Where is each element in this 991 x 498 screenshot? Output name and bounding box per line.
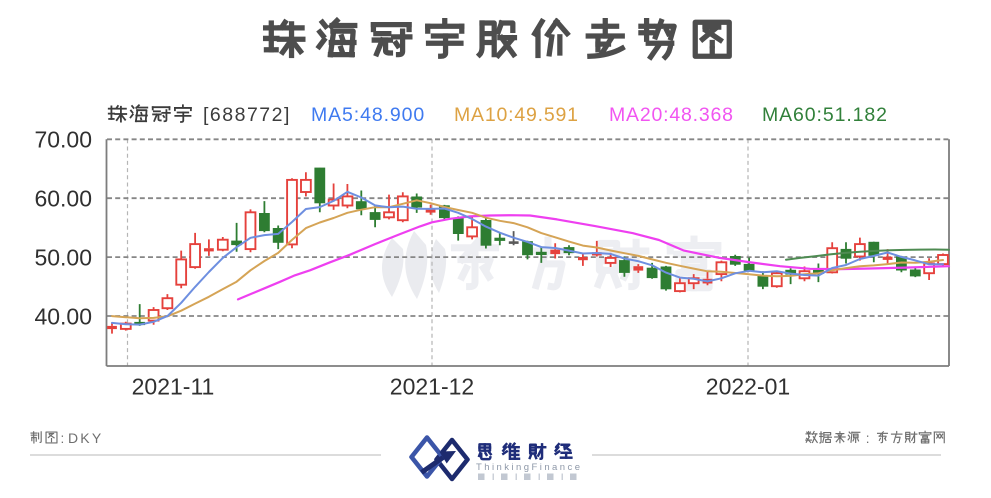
- svg-text:60.00: 60.00: [34, 186, 92, 212]
- svg-text:DKY: DKY: [68, 430, 103, 446]
- svg-text:40.00: 40.00: [34, 303, 92, 329]
- svg-text::: :: [866, 431, 870, 446]
- svg-text:MA60:51.182: MA60:51.182: [762, 104, 888, 126]
- svg-text:MA10:49.591: MA10:49.591: [454, 104, 579, 126]
- svg-text:2021-12: 2021-12: [390, 374, 474, 400]
- svg-text:[688772]: [688772]: [203, 104, 291, 126]
- svg-text::: :: [61, 431, 65, 446]
- svg-text:50.00: 50.00: [34, 244, 92, 270]
- svg-text:2021-11: 2021-11: [132, 374, 215, 400]
- svg-text:ThinkingFinance: ThinkingFinance: [476, 462, 582, 473]
- svg-text:2022-01: 2022-01: [706, 374, 790, 400]
- svg-text:70.00: 70.00: [34, 127, 92, 153]
- svg-text:MA20:48.368: MA20:48.368: [609, 104, 734, 126]
- svg-text:MA5:48.900: MA5:48.900: [311, 104, 425, 126]
